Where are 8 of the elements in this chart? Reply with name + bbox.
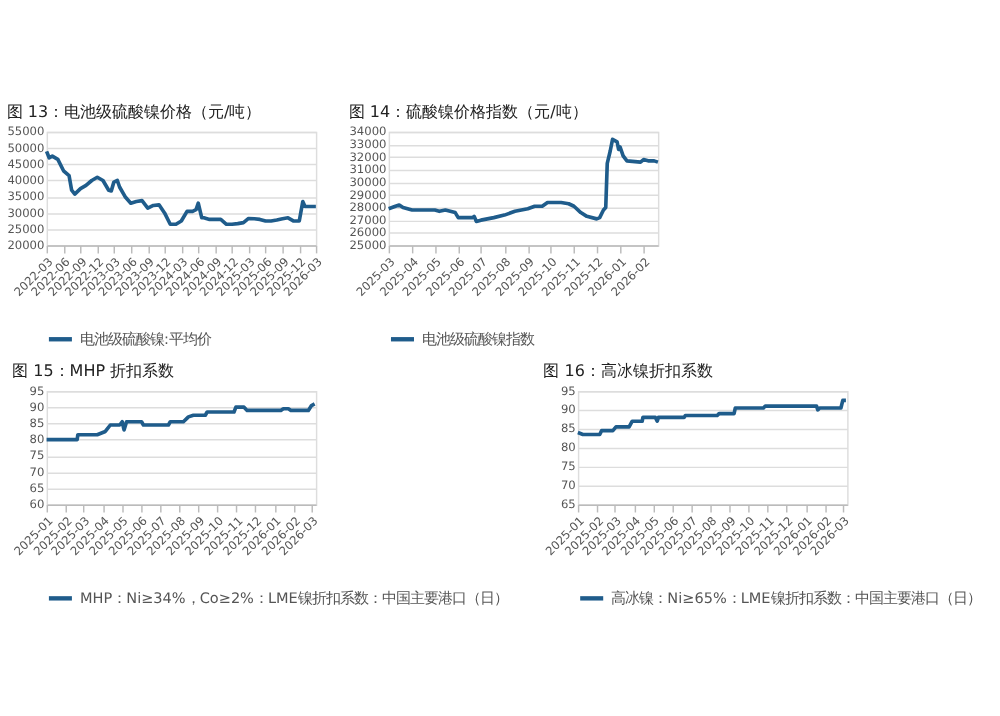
legend-label: 电池级硫酸镍:平均价 <box>80 329 211 348</box>
legend-label: 高冰镍：Ni≥65%：LME镍折扣系数：中国主要港口（日） <box>611 588 981 607</box>
legend-label: MHP：Ni≥34%，Co≥2%：LME镍折扣系数：中国主要港口（日） <box>80 588 508 607</box>
line-series <box>386 137 660 224</box>
line-series <box>576 398 848 437</box>
line-series <box>44 149 318 227</box>
line-series <box>44 402 317 442</box>
legend-label: 电池级硫酸镍指数 <box>422 329 535 348</box>
